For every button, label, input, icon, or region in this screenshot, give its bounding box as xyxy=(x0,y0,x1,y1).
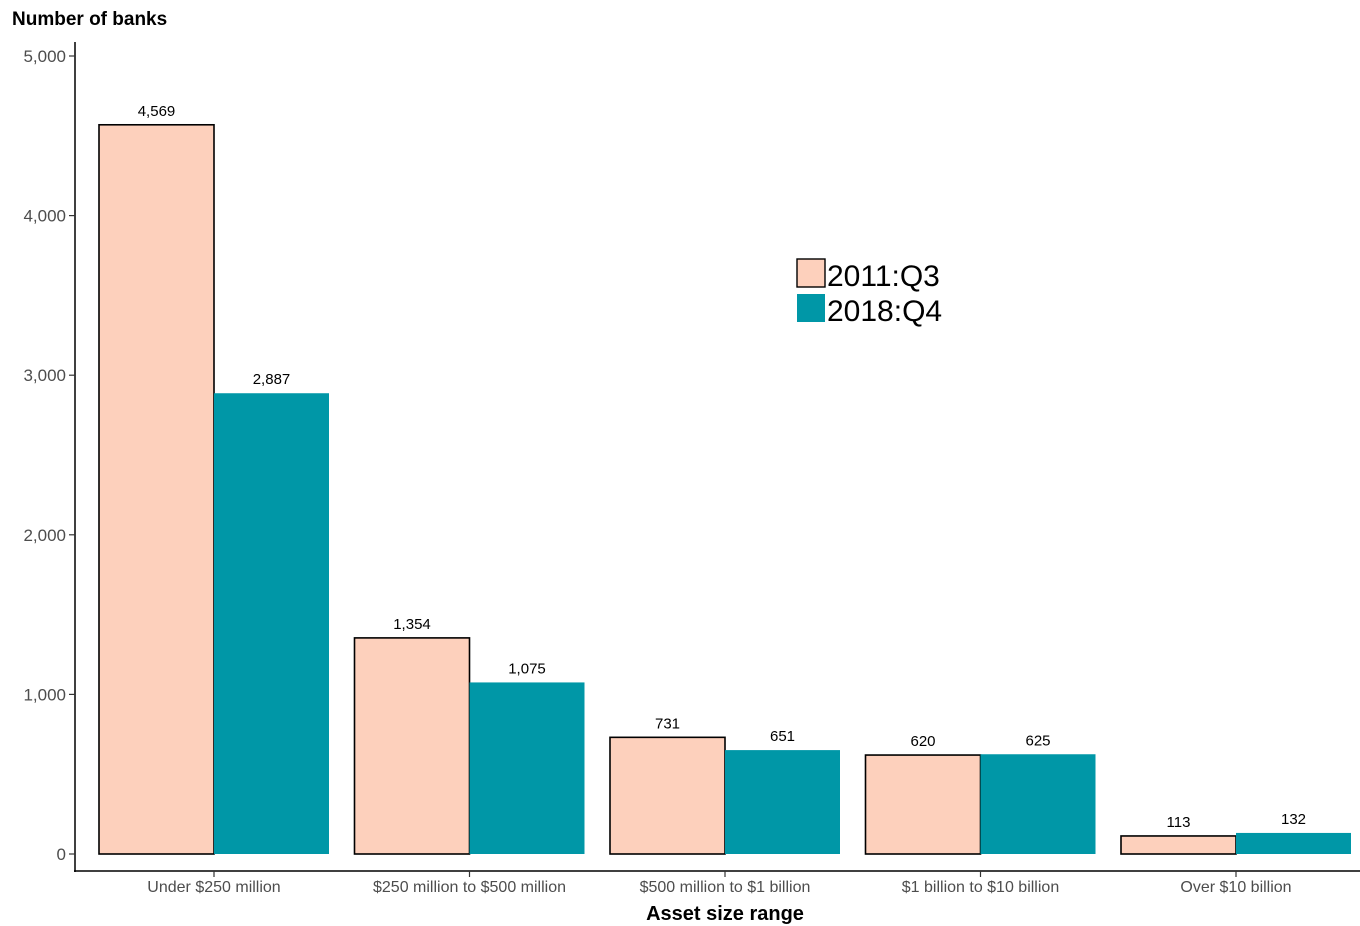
x-axis-title: Asset size range xyxy=(646,903,804,925)
data-label: 625 xyxy=(1025,732,1050,749)
bar-2018-q4-0 xyxy=(214,393,329,854)
data-label: 132 xyxy=(1281,811,1306,828)
x-tick-label: $500 million to $1 billion xyxy=(640,879,811,896)
bar-2011-q3-2 xyxy=(609,736,726,855)
data-label: 651 xyxy=(770,728,795,745)
x-tick-label: Under $250 million xyxy=(147,879,280,896)
bar-2011-q3-3 xyxy=(864,754,982,855)
x-tick-label: $250 million to $500 million xyxy=(373,879,566,896)
legend-swatch xyxy=(797,294,825,322)
bar-2018-q4-3 xyxy=(980,754,1096,854)
legend-label: 2011:Q3 xyxy=(827,260,940,293)
bar-2018-q4-4 xyxy=(1236,832,1351,854)
y-axis-title: Number of banks xyxy=(12,9,167,30)
y-axis-ticks: 0 1,000 2,000 3,000 4,000 5,000 xyxy=(23,47,75,864)
y-tick-label: 2,000 xyxy=(23,526,66,545)
bar-2011-q3-1 xyxy=(353,637,471,855)
x-axis-ticks: Under $250 million $250 million to $500 m… xyxy=(147,871,1292,896)
data-label: 4,569 xyxy=(138,103,176,120)
legend-label: 2018:Q4 xyxy=(827,295,942,328)
bar-2018-q4-2 xyxy=(725,750,840,854)
bar-2011-q3-4 xyxy=(1120,835,1237,855)
data-label: 1,075 xyxy=(508,660,546,677)
data-label: 1,354 xyxy=(393,616,431,633)
data-label: 620 xyxy=(910,733,935,750)
x-tick-label: $1 billion to $10 billion xyxy=(902,879,1059,896)
plot-area: 4,569 2,887 1,354 1,075 731 651 620 625 113 132 xyxy=(98,103,1351,855)
bar-2011-q3-0 xyxy=(98,123,215,855)
data-label: 113 xyxy=(1167,814,1191,831)
y-tick-label: 3,000 xyxy=(23,366,66,385)
data-label: 2,887 xyxy=(253,371,291,388)
legend-swatch xyxy=(796,258,826,288)
y-tick-label: 0 xyxy=(57,845,66,864)
bar-2018-q4-1 xyxy=(469,682,585,854)
y-tick-label: 1,000 xyxy=(23,685,66,704)
y-tick-label: 4,000 xyxy=(23,207,66,226)
x-tick-label: Over $10 billion xyxy=(1180,879,1291,896)
y-tick-label: 5,000 xyxy=(23,47,66,66)
data-label: 731 xyxy=(655,715,680,732)
